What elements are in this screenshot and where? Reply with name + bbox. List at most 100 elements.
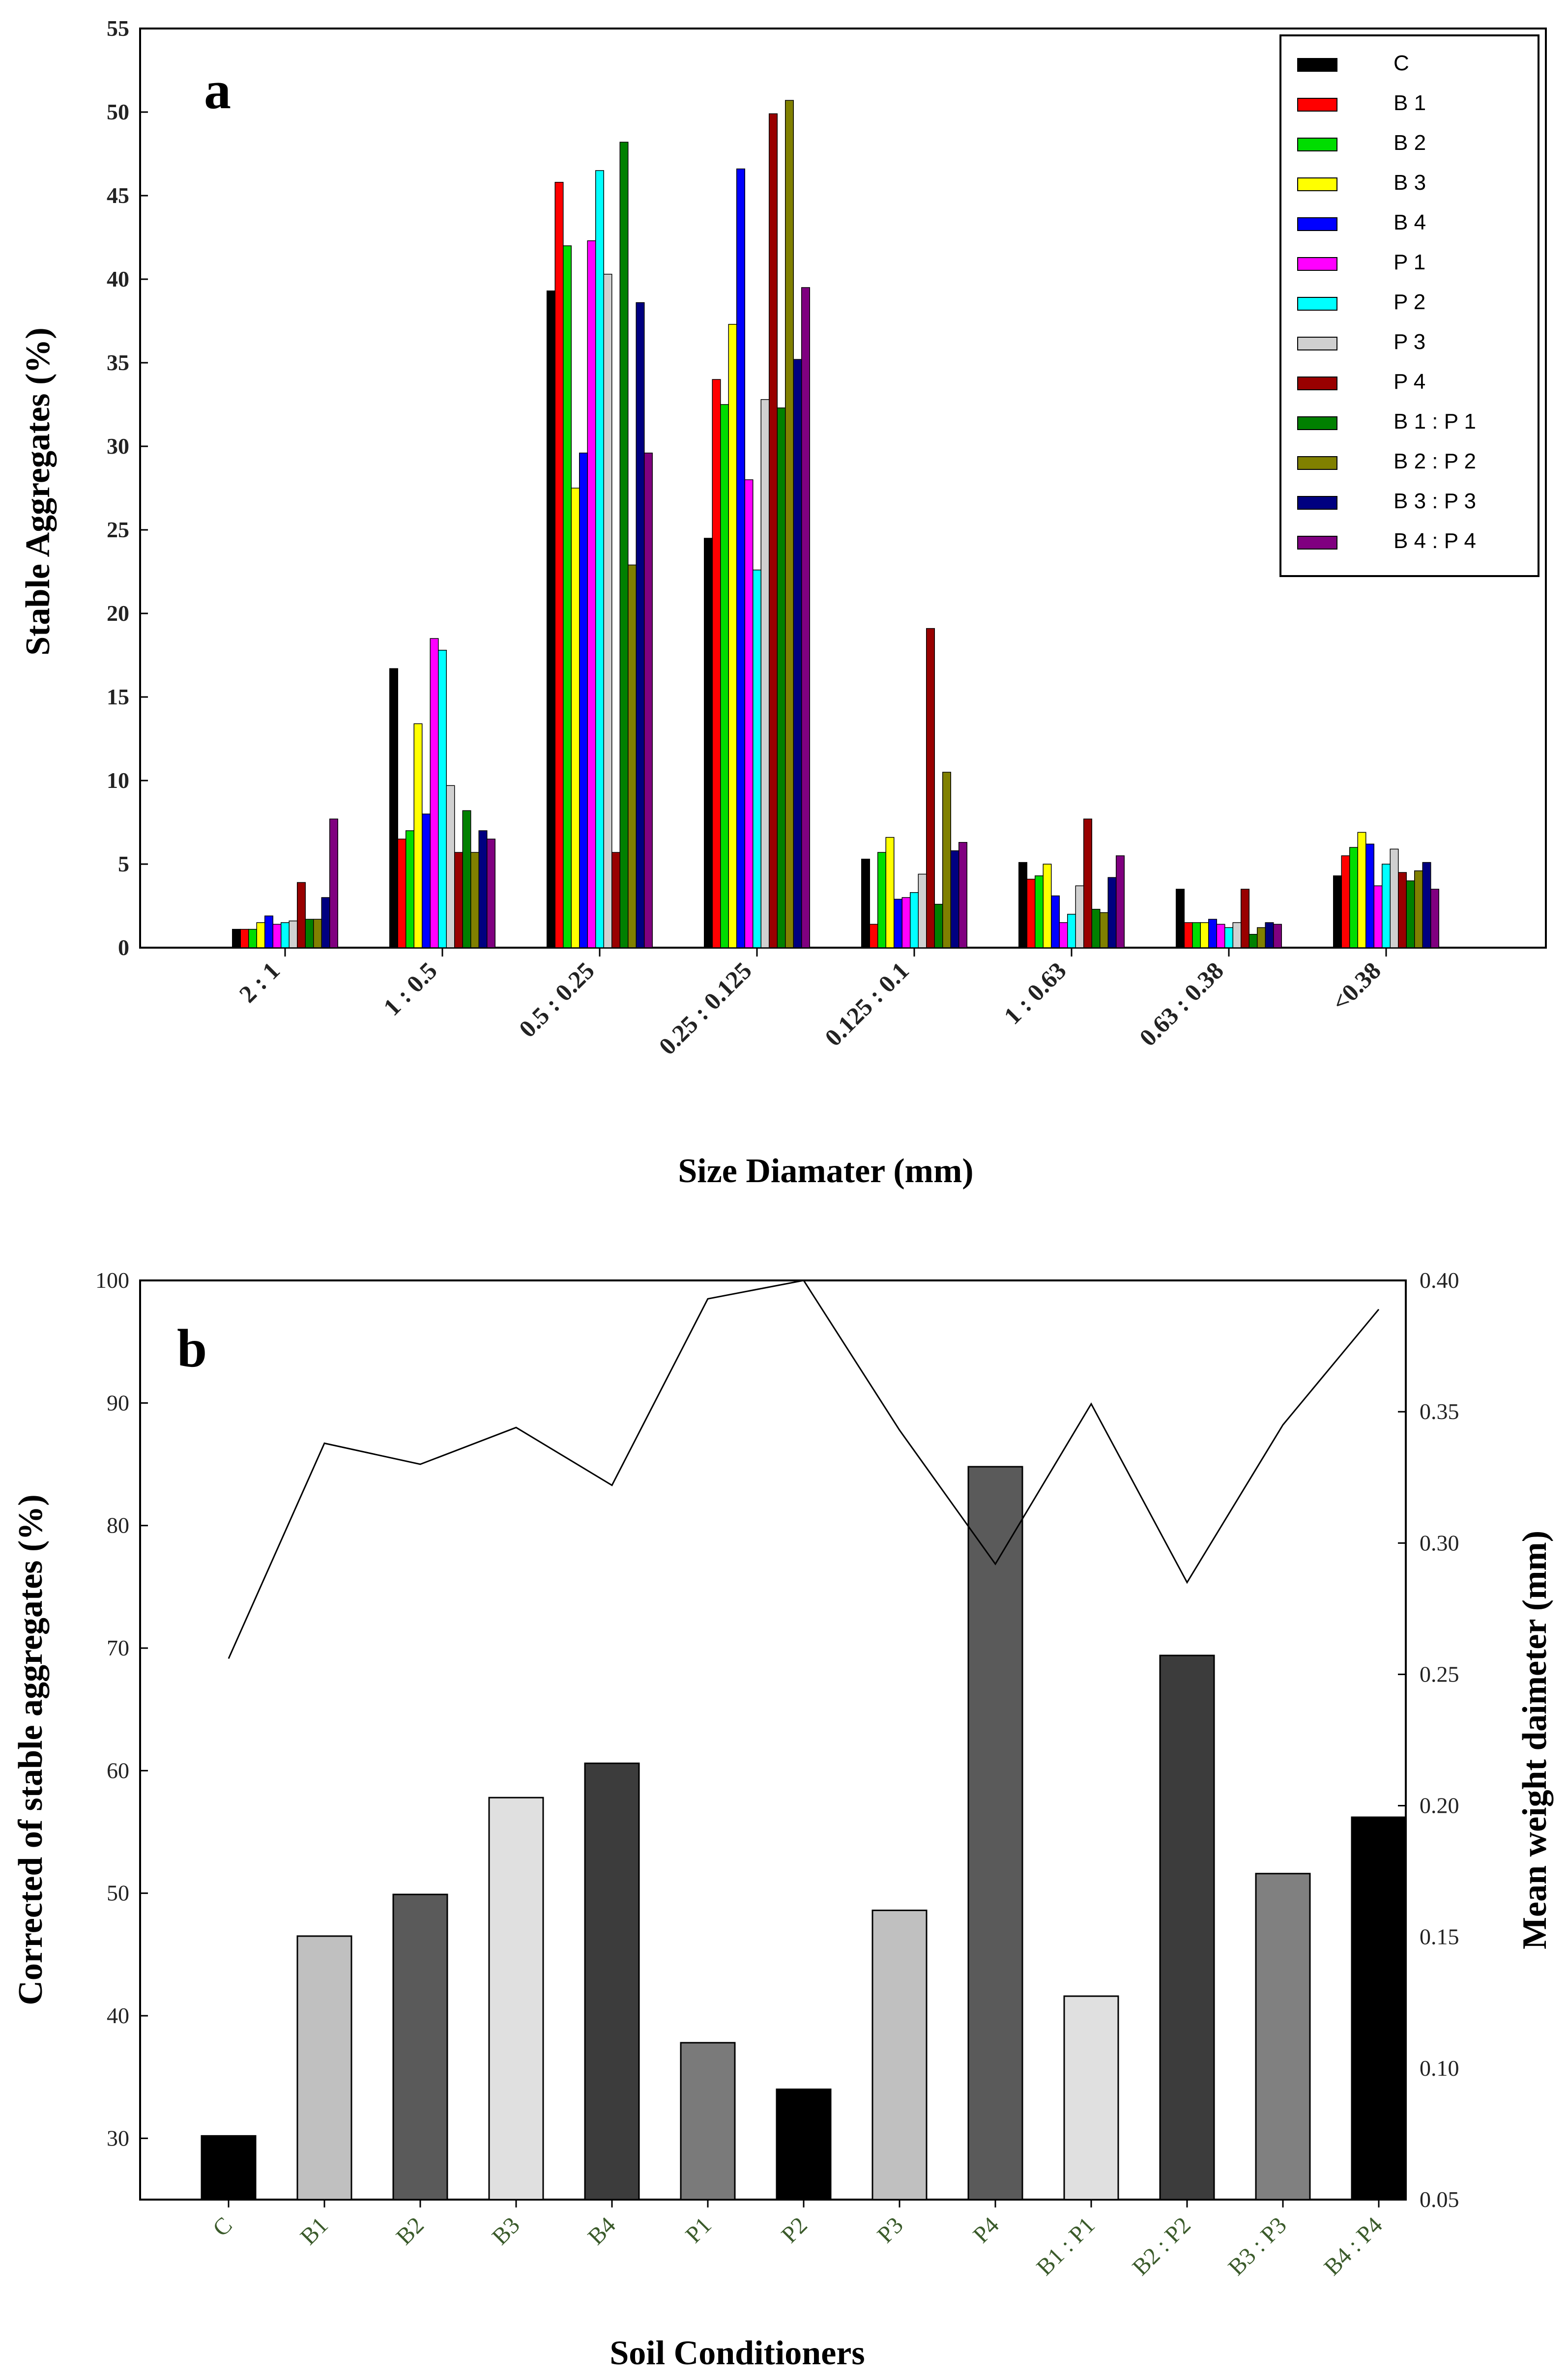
chart-b-y-tick-label: 50 xyxy=(107,1881,129,1906)
chart-b-panel-label: b xyxy=(177,1318,207,1378)
chart-a-x-tick-label: 2 : 1 xyxy=(233,957,285,1008)
chart-a-bar-b-1-p-1-3 xyxy=(619,142,629,948)
chart-a-legend-label-b-4-p-4: B 4 : P 4 xyxy=(1394,529,1476,553)
chart-a-bar-b-3-p-3-2 xyxy=(478,830,488,948)
chart-b-y-tick-label: 70 xyxy=(107,1635,129,1660)
chart-a-bar-b-2-5 xyxy=(877,852,886,948)
chart-b-x-tick-label: B1 : P1 xyxy=(1031,2212,1100,2280)
chart-a-bar-p-1-8 xyxy=(1373,885,1383,948)
chart-b-bar-c xyxy=(201,2135,257,2201)
chart-a-y-tick-label: 50 xyxy=(107,99,129,124)
chart-a-bar-p-3-3 xyxy=(603,274,612,948)
chart-b-bar-b1-p1 xyxy=(1063,1995,1119,2201)
chart-a-bar-b-1-p-1-1 xyxy=(305,919,314,948)
chart-a-legend-swatch-b-1 xyxy=(1297,98,1337,112)
chart-a-legend-swatch-b-4 xyxy=(1297,217,1337,231)
chart-a-legend-swatch-b-2-p-2 xyxy=(1297,456,1337,470)
chart-b-x-tick-label: C xyxy=(208,2212,237,2241)
chart-b-x-tick-label: P1 xyxy=(680,2212,716,2248)
chart-b-y-tick-label: 60 xyxy=(107,1758,129,1783)
chart-a-bar-b-2-p-2-7 xyxy=(1257,927,1266,948)
chart-a-y-tick-label: 25 xyxy=(107,517,129,542)
chart-b-bar-p1 xyxy=(680,2042,736,2201)
chart-a-bar-c-3 xyxy=(547,290,555,948)
chart-a-legend-swatch-p-2 xyxy=(1297,297,1337,311)
chart-a-bar-b-3-3 xyxy=(571,488,580,948)
chart-b-bar-b2-p2 xyxy=(1159,1654,1215,2201)
chart-a-bar-b-2-p-2-3 xyxy=(628,564,637,948)
chart-a-y-tick-label: 10 xyxy=(107,768,129,793)
chart-a-legend-label-c: C xyxy=(1394,51,1409,75)
chart-a-bar-b-4-3 xyxy=(579,452,588,948)
chart-a-y-tick-label: 15 xyxy=(107,684,129,709)
chart-a-bar-b-1-7 xyxy=(1184,922,1193,948)
chart-a-legend-label-b-2: B 2 xyxy=(1394,131,1426,155)
chart-a-bar-b-2-p-2-2 xyxy=(470,852,479,948)
chart-a-x-label: Size Diamater (mm) xyxy=(678,1152,973,1190)
chart-a-bar-b-3-p-3-5 xyxy=(950,850,959,948)
chart-a-legend-swatch-p-1 xyxy=(1297,257,1337,271)
chart-b-line xyxy=(228,1279,1380,1659)
chart-a-bar-p-1-6 xyxy=(1059,922,1068,948)
chart-b-bar-b3-p3 xyxy=(1255,1873,1311,2201)
chart-a-bar-p-3-7 xyxy=(1232,922,1242,948)
chart-b-bars xyxy=(201,1466,1407,2201)
chart-b-x-tick-label: P2 xyxy=(776,2212,812,2248)
chart-b-mwd-line xyxy=(228,1279,1380,1659)
chart-a-bar-b-3-1 xyxy=(256,922,265,948)
chart-a-bar-b-1-p-1-5 xyxy=(934,903,943,948)
chart-a-bar-b-4-1 xyxy=(264,915,273,948)
chart-b-x-tick-label: B3 : P3 xyxy=(1223,2212,1291,2280)
chart-a-y-tick-label: 40 xyxy=(107,266,129,291)
chart-b-x-label: Soil Conditioners xyxy=(610,2334,865,2372)
chart-a-bar-p-2-2 xyxy=(438,650,447,948)
chart-a-bar-b-1-6 xyxy=(1026,878,1036,948)
chart-a-y-tick-label: 45 xyxy=(107,183,129,208)
chart-b-y-tick-label: 90 xyxy=(107,1390,129,1415)
chart-a-x-tick-label: 1 : 0.5 xyxy=(378,957,442,1021)
chart-a-bar-p-4-1 xyxy=(297,882,306,948)
chart-b-bar-p3 xyxy=(871,1910,928,2201)
chart-a-legend-swatch-b-1-p-1 xyxy=(1297,416,1337,430)
chart-a-bar-p-1-1 xyxy=(272,924,282,948)
chart-a-legend-label-p-3: P 3 xyxy=(1394,330,1425,354)
chart-b-y-right-tick-label: 0.15 xyxy=(1420,1924,1459,1949)
chart-b-y-axis-right: 0.05 0.10 0.15 0.20 0.25 0.30 0.35 0.40 xyxy=(1398,1268,1459,2212)
chart-a-bar-b-4-p-4-6 xyxy=(1116,855,1125,948)
chart-a-bar-b-4-p-4-1 xyxy=(329,818,338,948)
chart-a-bar-c-5 xyxy=(861,859,870,948)
chart-a-bar-p-2-6 xyxy=(1067,914,1076,948)
chart-b-x-tick-label: B4 : P4 xyxy=(1319,2212,1387,2280)
chart-a-bar-p-3-1 xyxy=(289,920,298,948)
chart-a-bar-p-4-4 xyxy=(769,113,778,948)
chart-a-bar-b-1-p-1-8 xyxy=(1406,880,1415,948)
chart-a-legend-label-p-2: P 2 xyxy=(1394,290,1425,314)
chart-a-bar-b-3-5 xyxy=(885,837,895,948)
chart-a-bar-b-3-4 xyxy=(728,324,737,948)
chart-b-bar-b2 xyxy=(392,1893,448,2201)
chart-a-x-tick-label: 1 : 0.63 xyxy=(998,957,1072,1030)
chart-a-bar-b-2-p-2-6 xyxy=(1100,912,1108,948)
chart-a-bar-b-3-p-3-3 xyxy=(636,302,645,948)
chart-a-bar-b-2-8 xyxy=(1349,847,1358,948)
chart-a-bar-p-3-2 xyxy=(446,785,455,948)
chart-a-x-tick-label: 0.125 : 0.1 xyxy=(819,957,914,1051)
chart-b-x-axis: C B1 B2 B3 B4 P1 P2 P3 P4 B1 : P1 B2 : P2 B3 : P3 B4… xyxy=(208,2200,1388,2281)
chart-b-x-tick-label: B3 xyxy=(487,2212,525,2250)
chart-b-bar-p2 xyxy=(776,2089,832,2201)
chart-a-bar-b-1-1 xyxy=(240,928,249,948)
chart-a-legend-label-b-2-p-2: B 2 : P 2 xyxy=(1394,449,1476,473)
chart-a-bar-b-2-2 xyxy=(406,830,414,948)
chart-a-x-tick-label: 0.63 : 0.38 xyxy=(1134,957,1229,1051)
chart-a-bar-b-4-7 xyxy=(1208,919,1217,948)
chart-a-y-tick-label: 5 xyxy=(118,851,129,876)
chart-b-y-label-left: Corrected of stable aggregates (%) xyxy=(12,1494,50,2005)
chart-a-bar-p-2-3 xyxy=(595,170,604,948)
chart-a-legend-swatch-c xyxy=(1297,58,1337,72)
chart-a-bar-b-3-8 xyxy=(1357,832,1366,948)
chart-a-bar-b-2-6 xyxy=(1035,875,1044,948)
chart-a-bar-b-4-p-4-2 xyxy=(487,839,495,948)
chart-a-bar-b-3-p-3-8 xyxy=(1422,862,1431,948)
chart-a-bar-b-3-p-3-6 xyxy=(1107,877,1117,948)
chart-a-bar-b-4-p-4-4 xyxy=(801,287,810,948)
